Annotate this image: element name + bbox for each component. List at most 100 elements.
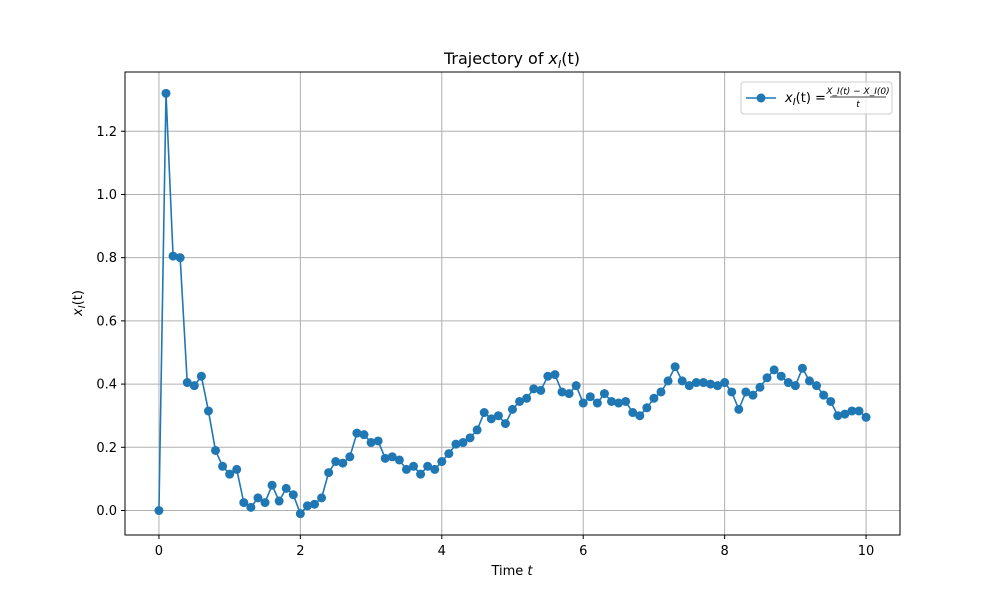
data-point [713, 381, 723, 391]
y-axis-label: xI(t) [71, 290, 88, 317]
y-tick-label: 0.2 [96, 441, 117, 456]
data-point [387, 452, 397, 462]
data-point [762, 373, 772, 383]
data-point [366, 438, 376, 448]
data-point [401, 464, 411, 474]
data-point [260, 498, 270, 508]
legend-lhs-var: x [784, 91, 793, 106]
data-point [218, 461, 228, 471]
tick-layer: 0 2 4 6 8 10 0.0 0.2 0.4 0.6 0.8 1.0 1.2 [96, 125, 874, 559]
axes-frame [124, 71, 901, 536]
data-point [508, 404, 517, 414]
data-point [522, 393, 532, 403]
x-tick-label: 8 [720, 544, 728, 559]
data-point [225, 469, 235, 479]
legend-box [740, 81, 893, 115]
x-tick-label: 4 [438, 544, 446, 559]
data-point [628, 408, 638, 418]
data-point [833, 411, 843, 421]
x-axis-label-var: t [527, 564, 533, 579]
x-axis-label-text: Time [490, 564, 527, 579]
data-point [232, 464, 242, 474]
data-point [543, 371, 553, 381]
data-point [203, 406, 213, 416]
data-point [557, 387, 567, 397]
data-point [310, 499, 320, 509]
data-point [705, 379, 715, 389]
legend-marker-swatch [756, 93, 766, 103]
data-point [437, 457, 447, 467]
data-point [826, 396, 836, 406]
data-point [479, 408, 489, 418]
data-point [670, 362, 680, 372]
data-point [345, 452, 355, 462]
data-point [819, 390, 829, 400]
data-point [211, 445, 221, 455]
chart-title-suffix: (t) [561, 49, 580, 68]
chart-title-prefix: Trajectory of [443, 49, 549, 68]
data-point [182, 378, 192, 388]
data-point [444, 449, 454, 459]
data-point [380, 453, 390, 463]
data-point [331, 457, 341, 467]
data-point [500, 419, 510, 429]
data-point [317, 493, 327, 503]
data-point [783, 378, 793, 388]
legend-lhs-suffix: (t) = [796, 91, 826, 106]
data-point [741, 387, 751, 397]
data-point [423, 461, 433, 471]
data-point [416, 469, 426, 479]
y-axis-label-sub: I [77, 305, 88, 308]
x-tick-label: 6 [579, 544, 587, 559]
legend-lhs-sub: I [793, 97, 796, 108]
data-point [409, 461, 418, 471]
data-point [790, 381, 800, 391]
data-point [196, 371, 206, 381]
data-point [253, 493, 263, 503]
data-point [373, 436, 383, 446]
data-point [585, 392, 595, 402]
legend: xI(t) = X_I(t) − X_I(0) t [740, 81, 893, 115]
data-point [529, 384, 539, 394]
y-tick-label: 0.0 [96, 504, 117, 519]
data-point [592, 398, 602, 408]
data-point [324, 468, 334, 478]
data-point [352, 428, 362, 438]
data-point [854, 406, 864, 416]
data-point [607, 396, 616, 406]
data-point [295, 509, 305, 519]
data-point [154, 506, 164, 516]
data-point [847, 406, 857, 416]
data-point [578, 398, 588, 408]
data-point [281, 483, 291, 493]
data-point [451, 439, 461, 449]
data-point [614, 398, 624, 408]
data-point [239, 498, 249, 508]
data-point [635, 411, 645, 421]
grid-lines [125, 72, 900, 535]
data-point [246, 502, 256, 512]
data-point [734, 404, 744, 414]
data-point [776, 371, 786, 381]
data-point [691, 378, 701, 388]
data-point [161, 88, 171, 98]
data-point [684, 381, 694, 391]
data-point [458, 438, 468, 448]
y-tick-label: 0.6 [96, 314, 117, 329]
data-point [493, 411, 503, 421]
chart-title-var: x [548, 49, 559, 68]
data-point [621, 396, 631, 406]
data-point [861, 412, 871, 422]
series-layer [154, 88, 871, 519]
data-point [769, 365, 779, 375]
data-point [302, 501, 312, 511]
data-point [465, 433, 475, 443]
data-point [571, 381, 581, 391]
y-axis-label-var: x [71, 308, 86, 317]
data-point [720, 378, 730, 388]
data-point [359, 430, 369, 440]
data-point [677, 376, 687, 386]
data-point [663, 376, 673, 386]
